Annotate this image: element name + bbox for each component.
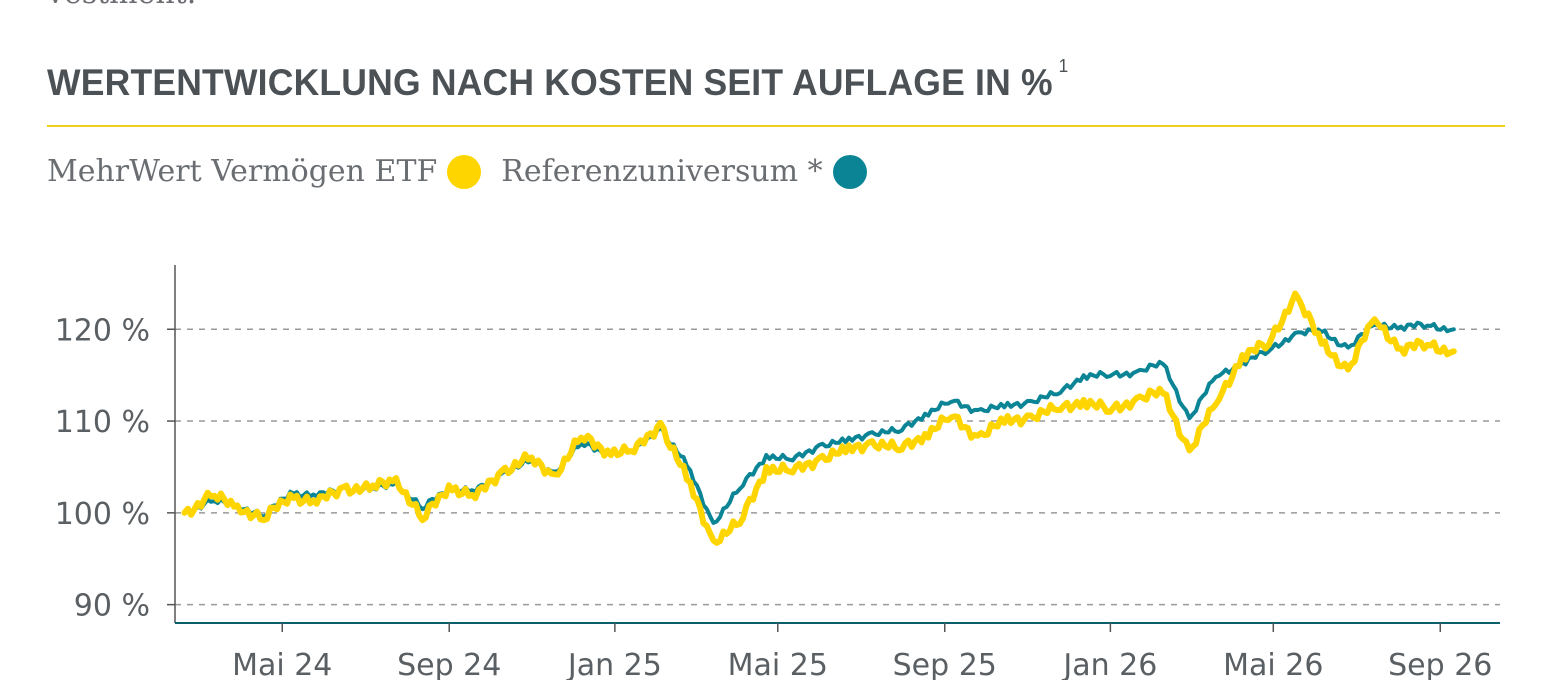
y-tick-label: 110 % bbox=[55, 405, 150, 440]
title-underline bbox=[47, 125, 1505, 127]
footnote-marker: 1 bbox=[1058, 55, 1069, 76]
x-tick-label: Jan 25 bbox=[566, 648, 662, 680]
legend-dot-etf bbox=[447, 154, 482, 189]
series-line-etf bbox=[181, 290, 1457, 546]
x-tick-label: Sep 26 bbox=[1388, 648, 1492, 680]
section-title-text: WERTENTWICKLUNG NACH KOSTEN SEIT AUFLAGE… bbox=[47, 62, 1053, 103]
x-tick-label: Sep 25 bbox=[893, 648, 997, 680]
legend-label-etf: MehrWert Vermögen ETF bbox=[47, 154, 438, 189]
x-tick-label: Sep 24 bbox=[397, 648, 501, 680]
intro-text-fragment: vestment. bbox=[47, 0, 196, 11]
y-tick-label: 100 % bbox=[55, 497, 150, 532]
section-title: WERTENTWICKLUNG NACH KOSTEN SEIT AUFLAGE… bbox=[47, 56, 1068, 104]
y-tick-label: 120 % bbox=[55, 313, 150, 348]
legend-label-reference: Referenzuniversum * bbox=[501, 154, 823, 189]
legend-item-reference: Referenzuniversum * bbox=[501, 154, 867, 189]
x-tick-label: Jan 26 bbox=[1061, 648, 1157, 680]
chart-legend: MehrWert Vermögen ETF Referenzuniversum … bbox=[47, 154, 887, 189]
legend-item-etf: MehrWert Vermögen ETF bbox=[47, 154, 482, 189]
x-tick-label: Mai 25 bbox=[728, 648, 828, 680]
x-tick-label: Mai 26 bbox=[1223, 648, 1323, 680]
series-line-reference bbox=[182, 320, 1456, 525]
legend-dot-reference bbox=[832, 154, 867, 189]
x-tick-label: Mai 24 bbox=[232, 648, 332, 680]
y-tick-label: 90 % bbox=[74, 589, 150, 624]
